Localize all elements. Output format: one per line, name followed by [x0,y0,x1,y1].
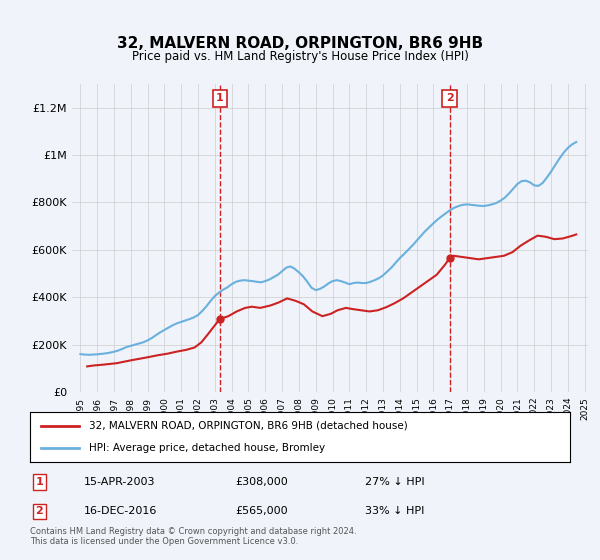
Text: HPI: Average price, detached house, Bromley: HPI: Average price, detached house, Brom… [89,443,326,453]
Text: 2: 2 [446,93,454,103]
Text: 1: 1 [216,93,224,103]
Text: 2: 2 [35,506,43,516]
Text: 33% ↓ HPI: 33% ↓ HPI [365,506,424,516]
Text: Contains HM Land Registry data © Crown copyright and database right 2024.
This d: Contains HM Land Registry data © Crown c… [30,526,356,546]
Text: 27% ↓ HPI: 27% ↓ HPI [365,477,424,487]
Text: £565,000: £565,000 [235,506,288,516]
Text: 32, MALVERN ROAD, ORPINGTON, BR6 9HB: 32, MALVERN ROAD, ORPINGTON, BR6 9HB [117,36,483,52]
Text: 1: 1 [35,477,43,487]
Text: Price paid vs. HM Land Registry's House Price Index (HPI): Price paid vs. HM Land Registry's House … [131,50,469,63]
Text: 32, MALVERN ROAD, ORPINGTON, BR6 9HB (detached house): 32, MALVERN ROAD, ORPINGTON, BR6 9HB (de… [89,421,408,431]
Text: 16-DEC-2016: 16-DEC-2016 [84,506,157,516]
Text: 15-APR-2003: 15-APR-2003 [84,477,155,487]
Text: £308,000: £308,000 [235,477,288,487]
